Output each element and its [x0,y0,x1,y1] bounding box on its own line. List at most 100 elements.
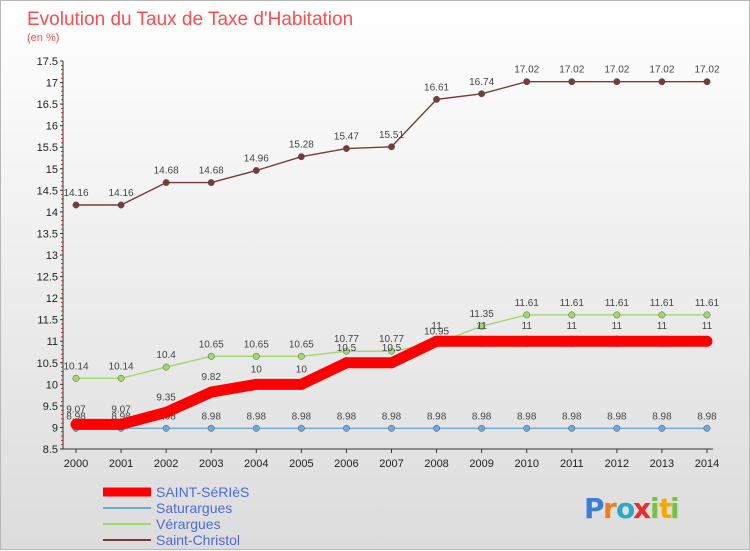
data-label: 10.65 [244,339,269,350]
data-point [521,335,533,347]
data-point [523,78,531,86]
data-label: 11 [476,321,487,332]
data-label: 10.14 [109,361,134,372]
legend-item: Saturargues [103,500,232,516]
data-point [568,311,576,319]
data-label: 14.96 [244,154,269,165]
x-tick-label: 2006 [334,458,358,470]
x-tick-label: 2007 [379,458,403,470]
data-point [388,347,395,355]
y-tick-label: 13.5 [37,228,58,240]
data-point [162,179,170,187]
data-label: 17.02 [604,65,629,76]
legend-label: Saturargues [156,500,232,516]
y-tick-label: 10 [46,379,58,391]
data-label: 9.82 [201,372,221,383]
x-tick-label: 2012 [605,458,629,470]
data-label: 10.14 [63,361,88,372]
y-tick-label: 14 [46,207,58,219]
series-3: 14.16 14.16 14.68 14.68 14.96 15.28 15.47 15.51… [63,65,720,209]
y-tick-label: 13 [46,250,58,262]
logo-letter: r [603,492,617,525]
data-point [611,335,623,347]
data-point [703,78,711,86]
data-point [297,352,305,360]
legend-item: SAINT-SéRIèS [103,484,249,500]
y-tick-label: 17.5 [37,56,58,68]
data-label: 14.16 [109,188,134,199]
data-label: 11 [431,321,442,332]
data-label: 10.95 [424,326,449,337]
y-tick-label: 17 [46,78,58,90]
data-label: 14.16 [63,188,88,199]
data-point [115,418,127,430]
x-tick-label: 2008 [424,458,448,470]
data-point [388,143,395,151]
y-tick-label: 16.5 [37,99,58,111]
data-point [342,347,350,355]
data-label: 11.61 [605,298,630,309]
y-tick-label: 10.5 [37,358,58,370]
y-tick-label: 12 [46,293,58,305]
series-0: 9.07 9.07 9.35 9.82 10 10 10.5 10.5 11 11 11 11 11 11… [66,321,713,430]
data-point [431,335,443,347]
data-label: 8.98 [337,411,357,422]
data-label: 8.98 [607,411,627,422]
data-point [297,424,305,432]
data-label: 8.98 [247,411,267,422]
data-label: 14.68 [199,166,224,177]
logo-letter: x [633,492,651,525]
data-label: 17.02 [649,65,674,76]
data-point [703,424,711,432]
legend-item: Vérargues [103,516,221,532]
x-tick-label: 2014 [695,458,719,470]
data-point [658,424,666,432]
legend-label: Vérargues [156,516,221,532]
logo-letter: i [670,492,680,525]
data-label: 10 [296,364,308,375]
logo-letter: P [584,492,605,525]
data-point [523,424,531,432]
data-label: 10.5 [382,343,402,354]
data-point [207,352,215,360]
data-point [342,424,350,432]
y-tick-label: 11 [47,336,58,348]
y-tick-label: 16 [46,121,58,133]
data-label: 8.98 [652,411,672,422]
data-label: 8.98 [292,411,312,422]
legend: SAINT-SéRIèSSaturarguesVérarguesSaint-Ch… [103,484,249,548]
data-point [613,311,621,319]
data-label: 8.98 [66,411,86,422]
data-label: 14.68 [154,166,179,177]
x-tick-label: 2013 [650,458,674,470]
data-label: 11.61 [515,298,540,309]
data-label: 10.77 [379,334,404,345]
series-1: 8.98 8.98 8.98 8.98 8.98 8.98 8.98 8.98 8.98 8.98… [66,411,717,432]
x-tick-label: 2000 [64,458,88,470]
data-point [703,311,711,319]
data-label: 8.98 [201,411,221,422]
data-point [342,145,350,152]
data-point [568,424,576,432]
legend-label: Saint-Christol [156,532,240,548]
data-point [478,322,486,330]
data-point [205,386,217,398]
proxiti-logo: Pr oxi ti [584,492,680,525]
data-label: 11 [612,321,623,332]
data-label: 8.98 [697,411,717,422]
data-label: 8.98 [382,411,402,422]
data-point [656,335,668,347]
data-point [433,95,441,103]
data-point [433,424,441,432]
data-label: 17.02 [694,65,719,76]
x-tick-label: 2009 [469,458,493,470]
data-point [160,406,172,418]
data-label: 8.98 [517,411,537,422]
y-tick-label: 11.5 [37,315,58,327]
data-point [613,78,621,86]
data-point [250,378,262,390]
y-tick-label: 8.5 [43,444,58,456]
data-point [478,424,486,432]
data-label: 16.61 [424,82,449,93]
data-label: 10.4 [156,350,176,361]
